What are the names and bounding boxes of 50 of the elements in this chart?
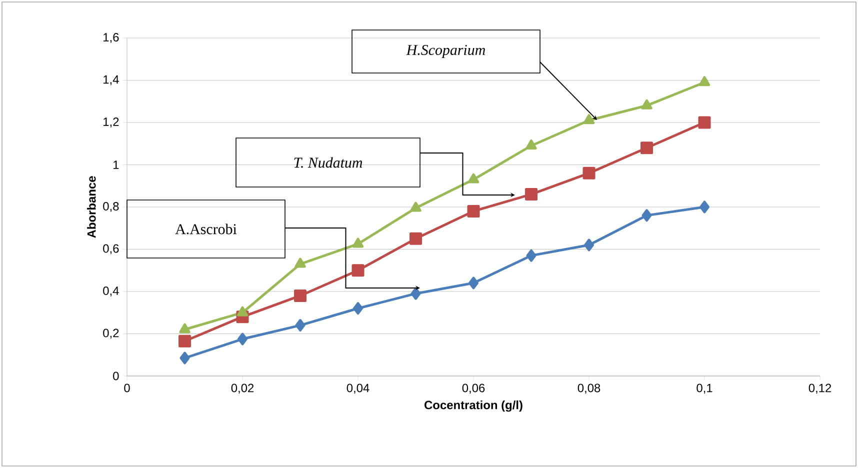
- point: [468, 276, 479, 290]
- point: [468, 173, 480, 184]
- point: [410, 287, 421, 300]
- point: [584, 238, 594, 252]
- point: [236, 306, 248, 316]
- point: [526, 249, 536, 262]
- y-tick-label: 0,8: [103, 202, 119, 212]
- point: [178, 334, 192, 348]
- annotation: H.Scoparium: [406, 44, 486, 58]
- x-tick-label: 0,02: [231, 384, 254, 394]
- point: [583, 114, 595, 124]
- x-tick-label: 0,12: [808, 384, 832, 394]
- point: [353, 302, 364, 315]
- point: [238, 332, 248, 346]
- point: [180, 352, 190, 364]
- point: [526, 139, 537, 150]
- point: [582, 166, 596, 180]
- point: [294, 289, 307, 302]
- y-axis-title: Aborbance: [87, 176, 96, 238]
- point: [698, 76, 710, 86]
- y-tick-label: 1: [113, 160, 119, 169]
- point: [525, 188, 538, 201]
- x-tick-label: 0,08: [578, 384, 600, 394]
- point: [352, 264, 364, 277]
- point: [642, 209, 652, 222]
- annotation: A.Ascrobi: [175, 224, 237, 234]
- point: [179, 323, 190, 334]
- x-tick-label: 0: [124, 384, 130, 392]
- point: [467, 204, 480, 218]
- y-tick-label: 1,6: [104, 33, 119, 43]
- y-tick-label: 0,2: [103, 328, 119, 339]
- point: [410, 202, 422, 212]
- x-axis-title: Cocentration (g/l): [424, 400, 522, 412]
- y-tick-label: 1,4: [104, 75, 119, 86]
- x-tick-label: 0,1: [696, 384, 712, 394]
- point: [700, 200, 710, 214]
- x-tick-label: 0,06: [462, 384, 485, 394]
- y-tick-label: 0,4: [103, 286, 119, 296]
- point: [410, 232, 422, 245]
- point: [294, 258, 306, 268]
- point: [352, 238, 364, 248]
- point: [641, 99, 652, 110]
- y-tick-label: 0,6: [103, 244, 119, 254]
- x-tick-label: 0,04: [346, 384, 370, 394]
- annotation: T. Nudatum: [294, 157, 362, 168]
- point: [640, 142, 654, 154]
- y-tick-label: 1,2: [104, 118, 119, 128]
- y-tick-label: 0: [113, 372, 119, 380]
- point: [295, 319, 306, 332]
- point: [698, 116, 711, 129]
